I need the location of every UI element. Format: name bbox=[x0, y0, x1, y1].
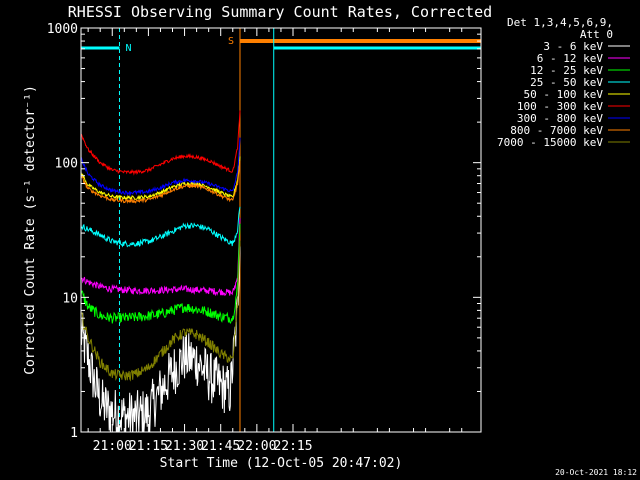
legend-header: Det 1,3,4,5,6,9, bbox=[507, 16, 613, 29]
legend-header: Att 0 bbox=[580, 28, 613, 41]
y-tick-label: 1000 bbox=[47, 22, 78, 37]
y-axis-label: Corrected Count Rate (s⁻¹ detector⁻¹) bbox=[23, 85, 38, 375]
y-axis: 1 10 100 1000 bbox=[47, 22, 481, 441]
legend-entry-label: 7000 - 15000 keV bbox=[497, 136, 603, 149]
x-tick-label: 22:15 bbox=[273, 439, 312, 454]
series-line bbox=[81, 218, 241, 297]
series-line bbox=[81, 110, 241, 176]
legend-entry-label: 6 - 12 keV bbox=[537, 52, 604, 65]
legend-entry-label: 25 - 50 keV bbox=[530, 76, 603, 89]
y-tick-label: 10 bbox=[62, 291, 78, 306]
legend-entry-label: 800 - 7000 keV bbox=[510, 124, 603, 137]
chart-title: RHESSI Observing Summary Count Rates, Co… bbox=[68, 3, 492, 21]
series-line bbox=[81, 206, 241, 248]
saa-flag-label: S bbox=[228, 36, 234, 47]
x-tick-label: 21:30 bbox=[165, 439, 204, 454]
legend-entry-label: 300 - 800 keV bbox=[517, 112, 603, 125]
series-line bbox=[81, 156, 241, 201]
legend-entry-label: 50 - 100 keV bbox=[524, 88, 604, 101]
x-tick-label: 21:00 bbox=[93, 439, 132, 454]
legend-entry-label: 12 - 25 keV bbox=[530, 64, 603, 77]
series-line bbox=[81, 246, 241, 432]
x-tick-label: 21:15 bbox=[129, 439, 168, 454]
series-line bbox=[81, 137, 241, 197]
generation-timestamp: 20-Oct-2021 18:12 bbox=[555, 468, 637, 477]
series-layer bbox=[81, 110, 241, 432]
x-tick-label: 22:00 bbox=[237, 439, 276, 454]
series-line bbox=[81, 223, 241, 324]
plot-area: NS bbox=[80, 28, 482, 432]
legend-entry-label: 3 - 6 keV bbox=[543, 40, 603, 53]
x-axis-label: Start Time (12-Oct-05 20:47:02) bbox=[160, 456, 403, 471]
series-line bbox=[81, 161, 241, 205]
night-flag-label: N bbox=[125, 43, 131, 54]
y-tick-label: 1 bbox=[70, 426, 78, 441]
y-tick-label: 100 bbox=[55, 157, 78, 172]
legend-entry-label: 100 - 300 keV bbox=[517, 100, 603, 113]
series-line bbox=[81, 240, 241, 382]
x-tick-label: 21:45 bbox=[201, 439, 240, 454]
